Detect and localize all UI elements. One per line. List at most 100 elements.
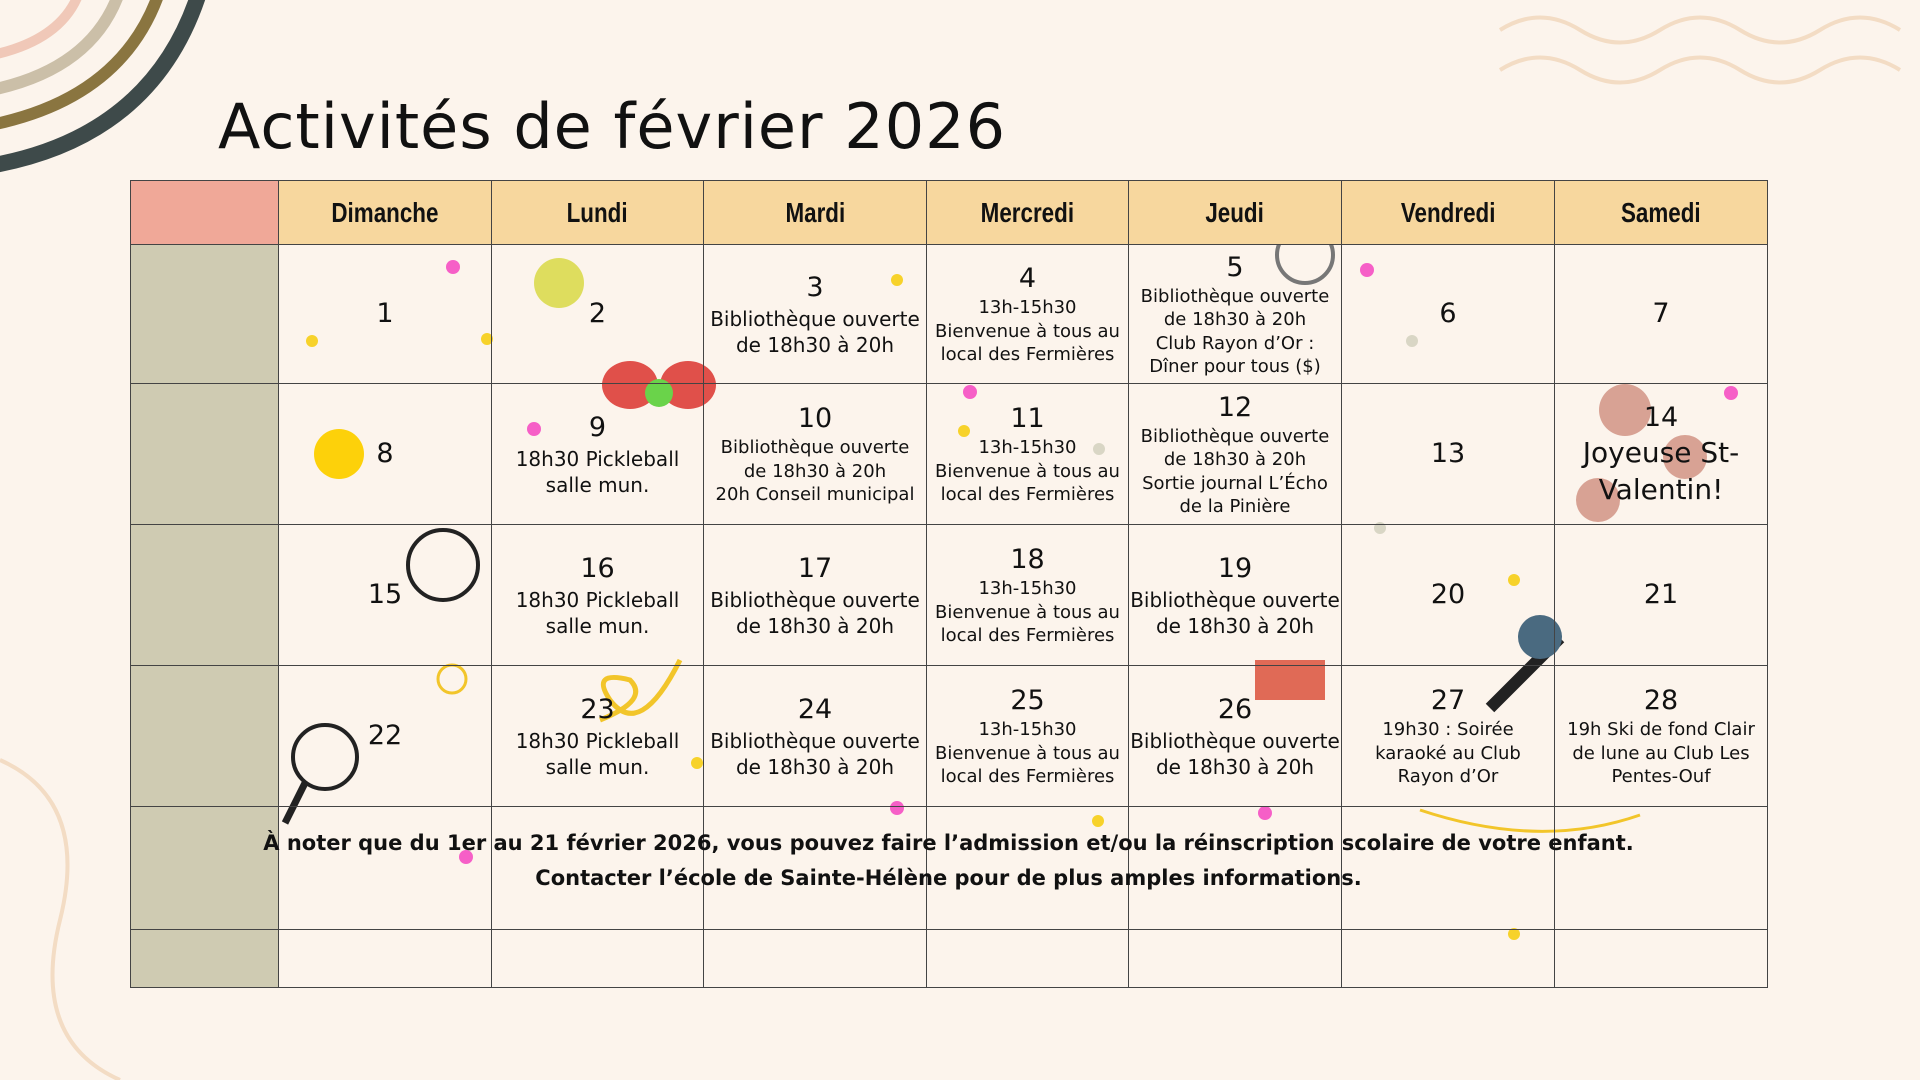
- event-line: local des Fermières: [940, 625, 1115, 647]
- day-cell: 14 Joyeuse St- Valentin!: [1554, 383, 1768, 525]
- empty-cell: [926, 929, 1129, 988]
- day-name: Dimanche: [331, 196, 439, 228]
- event-line: Bibliothèque ouverte: [710, 587, 920, 612]
- side-cell: [130, 524, 279, 666]
- event-line: Sortie journal L’Écho: [1142, 472, 1328, 494]
- event-line: karaoké au Club: [1375, 742, 1521, 764]
- event-line: Bibliothèque ouverte: [1130, 587, 1340, 612]
- empty-cell: [491, 929, 704, 988]
- side-cell: [130, 665, 279, 807]
- day-cell: 27 19h30 : Soirée karaoké au Club Rayon d’O…: [1341, 665, 1555, 807]
- day-cell: 16 18h30 Pickleball salle mun.: [491, 524, 704, 666]
- event-line: 19h30 : Soirée: [1382, 719, 1514, 741]
- side-cell: [130, 244, 279, 384]
- day-number: 15: [367, 579, 403, 611]
- event-line: 18h30 Pickleball: [515, 587, 680, 612]
- event-line: salle mun.: [545, 754, 650, 779]
- day-cell: 12 Bibliothèque ouverte de 18h30 à 20h Sort…: [1128, 383, 1342, 525]
- day-number: 4: [1018, 263, 1037, 295]
- day-number: 9: [588, 412, 607, 444]
- day-number: 17: [797, 553, 833, 585]
- event-line: de la Pinière: [1179, 495, 1291, 517]
- day-header: Mercredi: [926, 180, 1129, 245]
- day-cell: 6: [1341, 244, 1555, 384]
- day-number: 2: [588, 298, 607, 330]
- day-cell: 9 18h30 Pickleball salle mun.: [491, 383, 704, 525]
- day-cell: 7: [1554, 244, 1768, 384]
- event-line: Pentes-Ouf: [1611, 766, 1711, 788]
- side-cell: [130, 383, 279, 525]
- day-header: Lundi: [491, 180, 704, 245]
- day-cell: 18 13h-15h30 Bienvenue à tous au local des …: [926, 524, 1129, 666]
- day-name: Lundi: [567, 196, 628, 228]
- day-number: 28: [1643, 685, 1679, 717]
- day-name: Jeudi: [1205, 196, 1265, 228]
- day-cell: 22: [278, 665, 492, 807]
- event-line: 19h Ski de fond Clair: [1567, 719, 1755, 741]
- day-number: 23: [580, 694, 615, 726]
- day-cell: 24 Bibliothèque ouverte de 18h30 à 20h: [703, 665, 927, 807]
- day-number: 14: [1643, 402, 1679, 434]
- day-number: 11: [1010, 403, 1045, 435]
- event-line: Dîner pour tous ($): [1149, 355, 1321, 377]
- day-number: 5: [1226, 251, 1244, 283]
- day-cell: 1: [278, 244, 492, 384]
- event-line: de 18h30 à 20h: [1155, 754, 1315, 779]
- day-cell: 10 Bibliothèque ouverte de 18h30 à 20h 20h …: [703, 383, 927, 525]
- day-number: 12: [1217, 391, 1253, 423]
- day-number: 22: [367, 720, 403, 752]
- day-cell: 13: [1341, 383, 1555, 525]
- day-cell: 11 13h-15h30 Bienvenue à tous au local des …: [926, 383, 1129, 525]
- event-line: Bibliothèque ouverte: [720, 437, 910, 459]
- note-line: À noter que du 1er au 21 février 2026, v…: [263, 831, 1634, 855]
- empty-cell: [1554, 929, 1768, 988]
- day-header: Mardi: [703, 180, 927, 245]
- day-number: 20: [1430, 579, 1466, 611]
- day-cell: 19 Bibliothèque ouverte de 18h30 à 20h: [1128, 524, 1342, 666]
- event-line: Rayon d’Or: [1397, 766, 1499, 788]
- event-line: 18h30 Pickleball: [515, 446, 680, 471]
- day-number: 3: [806, 272, 824, 304]
- event-line: Bienvenue à tous au: [935, 320, 1120, 342]
- day-cell: 2: [491, 244, 704, 384]
- day-name: Samedi: [1621, 196, 1701, 228]
- empty-cell: [278, 929, 492, 988]
- event-line: de 18h30 à 20h: [735, 613, 895, 638]
- event-line: 18h30 Pickleball: [515, 728, 680, 753]
- event-line: Bienvenue à tous au: [935, 742, 1120, 764]
- event-line: local des Fermières: [940, 344, 1115, 366]
- day-number: 13: [1430, 438, 1466, 470]
- event-line: Joyeuse St-: [1582, 436, 1740, 470]
- event-line: 13h-15h30: [978, 578, 1077, 600]
- event-line: Bienvenue à tous au: [935, 460, 1120, 482]
- event-line: de 18h30 à 20h: [1163, 449, 1307, 471]
- event-line: Valentin!: [1598, 472, 1724, 506]
- day-cell: 5 Bibliothèque ouverte de 18h30 à 20h Club …: [1128, 244, 1342, 384]
- event-line: Bibliothèque ouverte: [1130, 728, 1340, 753]
- event-line: 13h-15h30: [978, 437, 1077, 459]
- day-number: 1: [376, 298, 394, 330]
- event-line: Bibliothèque ouverte: [710, 306, 920, 331]
- day-number: 10: [797, 403, 833, 435]
- event-line: salle mun.: [545, 472, 650, 497]
- event-line: 13h-15h30: [978, 297, 1077, 319]
- day-name: Mardi: [785, 196, 845, 228]
- empty-cell: [1128, 929, 1342, 988]
- day-header: Jeudi: [1128, 180, 1342, 245]
- day-cell: 3 Bibliothèque ouverte de 18h30 à 20h: [703, 244, 927, 384]
- event-line: Bibliothèque ouverte: [1140, 285, 1330, 307]
- header-corner: [130, 180, 279, 245]
- day-cell: 26 Bibliothèque ouverte de 18h30 à 20h: [1128, 665, 1342, 807]
- day-cell: 23 18h30 Pickleball salle mun.: [491, 665, 704, 807]
- event-line: de 18h30 à 20h: [735, 754, 895, 779]
- event-line: de lune au Club Les: [1572, 742, 1750, 764]
- event-line: Bibliothèque ouverte: [1140, 425, 1330, 447]
- event-line: Bienvenue à tous au: [935, 601, 1120, 623]
- day-cell: 17 Bibliothèque ouverte de 18h30 à 20h: [703, 524, 927, 666]
- day-header: Vendredi: [1341, 180, 1555, 245]
- empty-cell: [1341, 929, 1555, 988]
- event-line: local des Fermières: [940, 484, 1115, 506]
